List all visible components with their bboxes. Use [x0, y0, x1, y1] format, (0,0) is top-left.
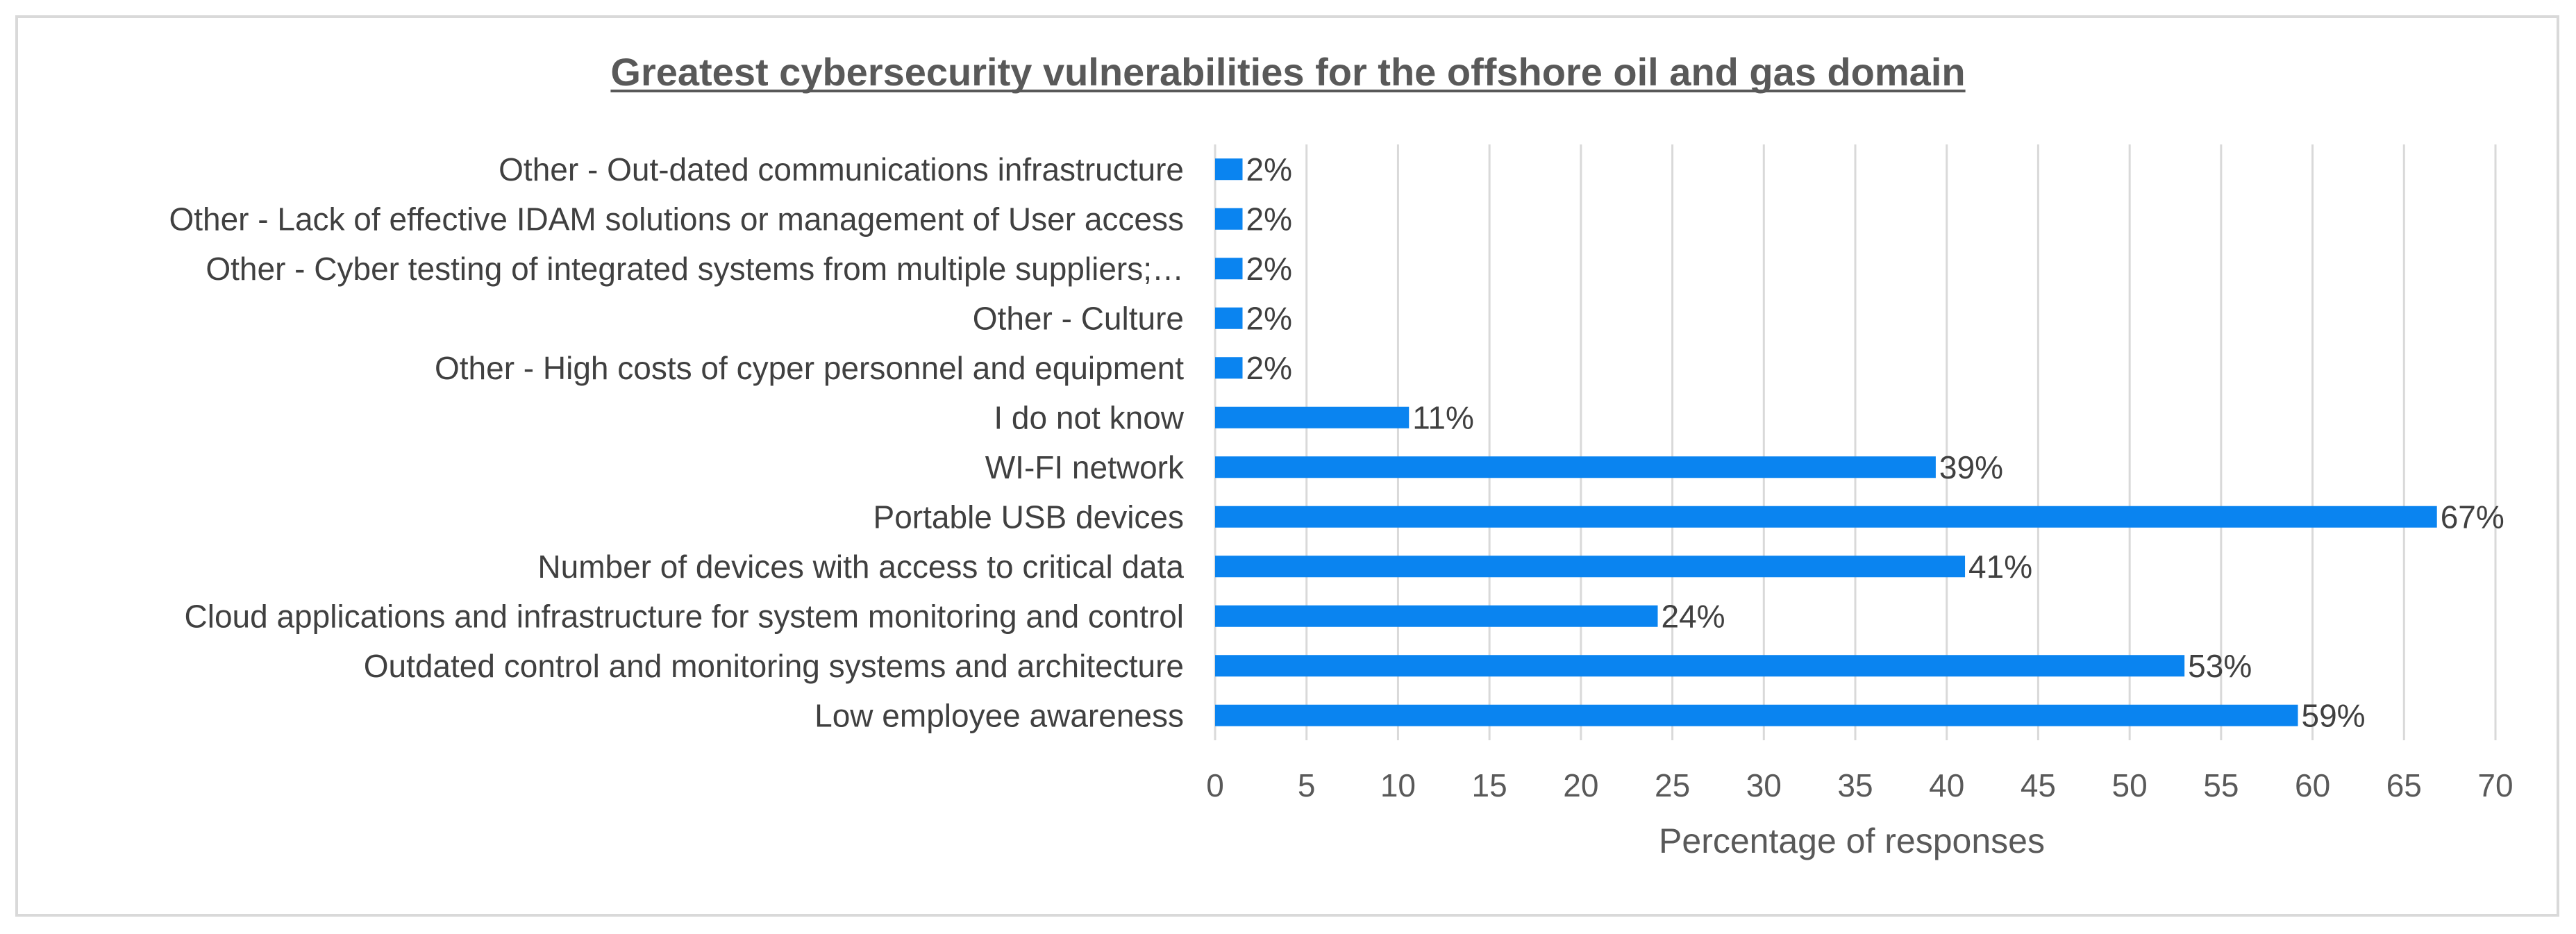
bar	[1215, 655, 2185, 677]
data-label: 2%	[1246, 151, 1292, 187]
data-label: 41%	[1968, 549, 2032, 585]
x-tick-label: 45	[2021, 767, 2056, 803]
chart-title: Greatest cybersecurity vulnerabilities f…	[610, 50, 1965, 94]
x-tick-label: 70	[2477, 767, 2513, 803]
x-axis-title: Percentage of responses	[1659, 822, 2045, 860]
bar	[1215, 605, 1658, 627]
data-label: 39%	[1939, 449, 2003, 485]
data-label: 2%	[1246, 251, 1292, 287]
bar	[1215, 456, 1936, 478]
category-label: Outdated control and monitoring systems …	[364, 648, 1184, 684]
category-label: Number of devices with access to critica…	[537, 549, 1184, 585]
data-label: 2%	[1246, 300, 1292, 336]
category-label: Other - Culture	[973, 300, 1184, 336]
category-label: Low employee awareness	[814, 697, 1184, 733]
bar	[1215, 556, 1966, 578]
x-tick-label: 60	[2295, 767, 2330, 803]
category-label: Portable USB devices	[873, 499, 1184, 535]
x-tick-label: 5	[1298, 767, 1316, 803]
x-tick-label: 10	[1380, 767, 1416, 803]
data-label: 24%	[1661, 598, 1725, 634]
category-label: Cloud applications and infrastructure fo…	[185, 598, 1185, 634]
category-label: Other - High costs of cyper personnel an…	[435, 350, 1184, 386]
data-label: 11%	[1412, 399, 1474, 435]
bar	[1215, 158, 1243, 181]
bar	[1215, 258, 1243, 280]
x-tick-label: 65	[2386, 767, 2422, 803]
bar	[1215, 704, 2298, 726]
bar	[1215, 406, 1410, 428]
x-tick-label: 20	[1563, 767, 1598, 803]
data-label: 67%	[2441, 499, 2504, 535]
category-label: Other - Cyber testing of integrated syst…	[206, 251, 1184, 287]
category-label: Other - Out-dated communications infrast…	[499, 151, 1184, 187]
bar	[1215, 357, 1243, 379]
bar	[1215, 307, 1243, 329]
category-label: Other - Lack of effective IDAM solutions…	[169, 201, 1184, 237]
category-label: I do not know	[994, 399, 1184, 435]
category-label: WI-FI network	[985, 449, 1185, 485]
x-tick-label: 30	[1746, 767, 1782, 803]
x-tick-label: 55	[2203, 767, 2239, 803]
x-tick-label: 40	[1929, 767, 1964, 803]
x-tick-label: 25	[1655, 767, 1690, 803]
bar	[1215, 208, 1243, 230]
data-label: 53%	[2188, 648, 2252, 684]
data-label: 2%	[1246, 350, 1292, 386]
x-tick-label: 0	[1206, 767, 1224, 803]
bar	[1215, 506, 2437, 528]
data-label: 2%	[1246, 201, 1292, 237]
x-tick-label: 35	[1837, 767, 1873, 803]
data-label: 59%	[2301, 697, 2365, 733]
x-tick-label: 15	[1472, 767, 1507, 803]
x-tick-label: 50	[2112, 767, 2148, 803]
